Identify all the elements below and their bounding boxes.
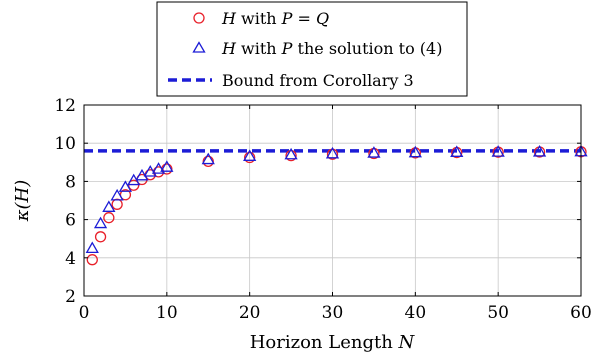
circle-point [86, 254, 98, 266]
triangle-point [93, 216, 108, 229]
series-2 [85, 144, 588, 254]
circle-point [244, 151, 256, 164]
grid [83, 104, 582, 297]
circle-point [202, 155, 214, 167]
y-tick-label: 4 [65, 249, 76, 269]
x-tick-label: 30 [322, 303, 344, 323]
x-tick-label: 60 [570, 303, 592, 323]
triangle-point [118, 180, 133, 192]
triangle-point [491, 145, 505, 157]
triangle-point [143, 165, 157, 177]
y-tick-label: 10 [54, 134, 76, 154]
legend: H with P = Q H with P the solution to (4… [156, 1, 468, 97]
triangle-point [85, 241, 99, 254]
y-tick-label: 2 [65, 287, 76, 307]
triangle-point [284, 147, 298, 160]
legend-box [156, 1, 468, 97]
circle-point [111, 198, 123, 210]
series-group [85, 144, 588, 266]
series-1 [86, 146, 587, 266]
triangle-point [151, 162, 166, 174]
triangle-point [367, 146, 381, 158]
circle-point [285, 149, 297, 162]
circle-point [103, 212, 115, 224]
y-tick-label: 6 [65, 211, 76, 231]
triangle-point [408, 145, 422, 158]
x-axis-label: Horizon Length N [250, 332, 416, 353]
triangle-point [160, 160, 174, 172]
triangle-point [450, 145, 464, 157]
legend-entry-3: Bound from Corollary 3 [222, 71, 414, 90]
triangle-point [201, 152, 215, 165]
legend-marker-triangle [192, 41, 206, 53]
triangle-point [102, 200, 116, 212]
triangle-point [110, 188, 124, 201]
triangle-point [243, 149, 257, 161]
legend-marker-circle [193, 12, 205, 24]
x-tick-label: 0 [79, 303, 90, 323]
y-axis-label: κ(H) [12, 180, 33, 223]
triangle-point [325, 146, 340, 159]
x-tick-label: 10 [156, 303, 178, 323]
legend-entry-2: H with P the solution to (4) [221, 39, 442, 58]
x-tick-label: 20 [239, 303, 261, 323]
triangle-point [532, 144, 547, 157]
circle-point [94, 231, 107, 243]
x-tick-label: 40 [405, 303, 427, 323]
legend-entry-1: H with P = Q [221, 9, 329, 28]
ticks: 0 10 20 30 40 50 60 2 4 6 8 10 12 [54, 96, 591, 323]
y-tick-label: 12 [54, 96, 76, 116]
x-tick-label: 50 [487, 303, 509, 323]
y-tick-label: 8 [65, 172, 76, 192]
